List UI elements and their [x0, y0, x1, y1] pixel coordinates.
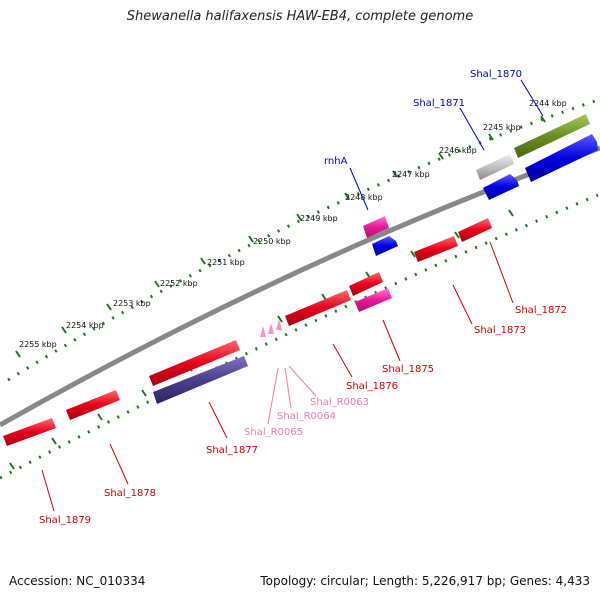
label-rnha[interactable]: rnhA — [324, 156, 348, 167]
kbp-tick — [296, 213, 302, 221]
kbp-label: 2247 kbp — [392, 170, 430, 179]
kbp-tick — [106, 303, 112, 311]
kbp-tick — [248, 235, 254, 243]
gene-shal-1870[interactable] — [514, 114, 590, 158]
label-shal-r0063[interactable]: Shal_R0063 — [310, 397, 369, 408]
gene-shal-1875[interactable] — [355, 288, 392, 312]
kbp-tick — [15, 350, 21, 358]
gene-red-large[interactable] — [149, 340, 240, 386]
label-shal-1872[interactable]: Shal_1872 — [515, 305, 567, 316]
forward-strand-genes — [363, 114, 590, 238]
kbp-tick — [438, 152, 444, 160]
kbp-tick — [344, 192, 350, 200]
gene-shal-1871[interactable] — [476, 154, 514, 180]
gene-shal-r0064[interactable] — [268, 323, 274, 334]
label-shal-r0065[interactable]: Shal_R0065 — [244, 427, 303, 438]
gene-shal-1878[interactable] — [66, 390, 120, 420]
gene-blue-a[interactable] — [525, 134, 598, 182]
label-shal-1873[interactable]: Shal_1873 — [474, 325, 526, 336]
kbp-tick — [488, 133, 494, 141]
rna-genes — [260, 319, 282, 337]
kbp-scale: 2244 kbp 2245 kbp 2246 kbp 2247 kbp 2248… — [15, 99, 567, 358]
label-shal-1870[interactable]: Shal_1870 — [470, 69, 522, 80]
kbp-label: 2255 kbp — [19, 340, 57, 349]
label-shal-1879[interactable]: Shal_1879 — [39, 515, 91, 526]
gene-blue-c[interactable] — [372, 236, 398, 256]
kbp-tick — [154, 280, 160, 288]
label-shal-1876[interactable]: Shal_1876 — [346, 381, 398, 392]
kbp-label: 2254 kbp — [66, 321, 104, 330]
kbp-tick — [200, 257, 206, 265]
gene-blue-b[interactable] — [483, 174, 519, 200]
kbp-tick — [392, 170, 398, 178]
kbp-label: 2246 kbp — [439, 146, 477, 155]
accession-label: Accession: NC_010334 — [9, 574, 146, 588]
gene-shal-r0063[interactable] — [276, 319, 282, 330]
label-shal-1878[interactable]: Shal_1878 — [104, 488, 156, 499]
gene-red-unlabeled[interactable] — [349, 272, 383, 296]
reverse-strand-genes — [3, 218, 492, 446]
label-shal-1875[interactable]: Shal_1875 — [382, 364, 434, 375]
kbp-label: 2250 kbp — [253, 237, 291, 246]
label-shal-1877[interactable]: Shal_1877 — [206, 445, 258, 456]
upper-dotted-track — [7, 98, 599, 382]
kbp-label: 2253 kbp — [113, 299, 151, 308]
kbp-label: 2251 kbp — [207, 258, 245, 267]
gene-shal-1876[interactable] — [285, 290, 351, 326]
kbp-label: 2244 kbp — [529, 99, 567, 108]
kbp-label: 2249 kbp — [300, 214, 338, 223]
label-leaders — [41, 79, 544, 512]
kbp-label: 2252 kbp — [160, 279, 198, 288]
kbp-label: 2248 kbp — [345, 193, 383, 202]
label-shal-1871[interactable]: Shal_1871 — [413, 98, 465, 109]
genome-summary: Topology: circular; Length: 5,226,917 bp… — [260, 574, 590, 588]
blue-genes — [372, 134, 598, 256]
map-title: Shewanella halifaxensis HAW-EB4, complet… — [126, 9, 474, 24]
gene-shal-1877[interactable] — [153, 356, 248, 404]
gene-shal-1879[interactable] — [3, 418, 56, 446]
gene-rnha[interactable] — [363, 216, 389, 238]
kbp-tick — [540, 115, 546, 123]
kbp-tick — [61, 326, 67, 334]
label-shal-r0064[interactable]: Shal_R0064 — [277, 411, 336, 422]
kbp-label: 2245 kbp — [483, 123, 521, 132]
gene-shal-1873[interactable] — [414, 236, 458, 262]
gene-labels: Shal_1870 Shal_1871 rnhA Shal_1872 Shal_… — [39, 69, 567, 526]
gene-shal-1872[interactable] — [458, 218, 492, 242]
gene-shal-r0065[interactable] — [260, 326, 266, 337]
